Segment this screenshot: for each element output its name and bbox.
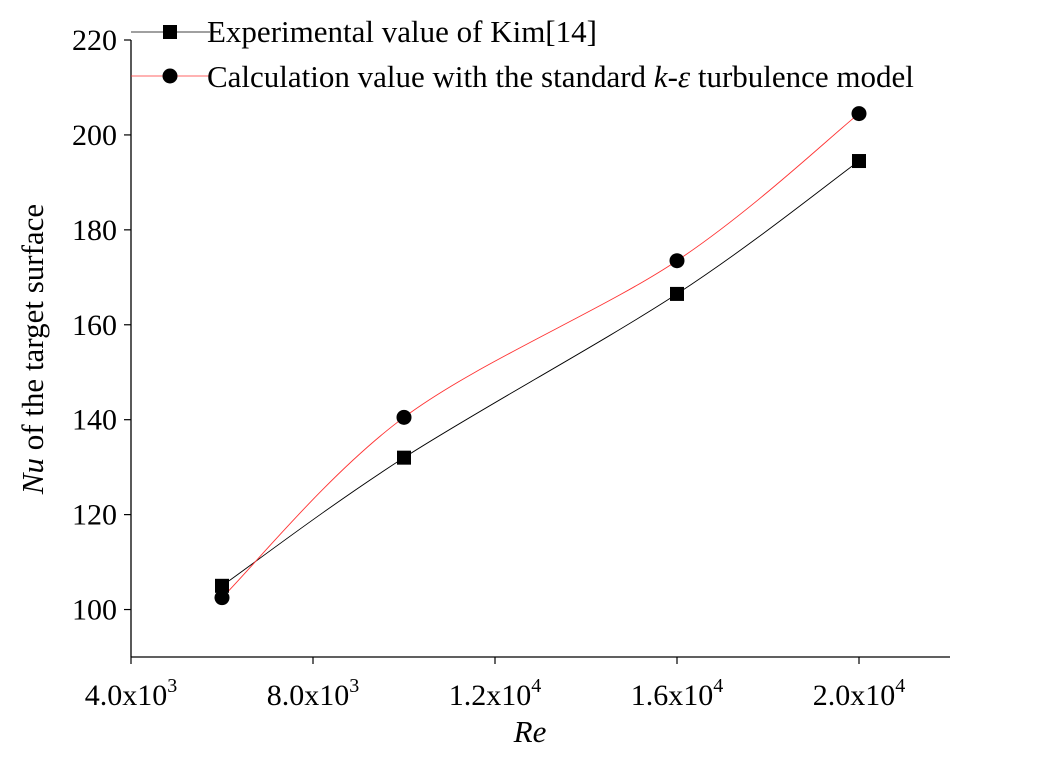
data-point-experimental: [852, 154, 866, 169]
y-axis-title-rest: of the target surface: [15, 204, 50, 458]
x-tick-mantissa: 2.0x10: [813, 679, 896, 712]
y-tick-label: 220: [72, 24, 117, 57]
x-tick-mantissa: 8.0x10: [267, 679, 350, 712]
legend-label-calculation-part2: turbulence model: [690, 59, 914, 94]
legend-label-epsilon-symbol: ε: [678, 59, 691, 94]
legend-entry-experimental: Experimental value of Kim[14]: [131, 14, 597, 49]
data-point-calculation: [396, 409, 412, 425]
x-tick-exponent: 4: [895, 675, 905, 697]
y-tick-label: 160: [72, 309, 117, 342]
series-line-experimental: [221, 160, 860, 587]
series-line-calculation: [221, 113, 860, 598]
data-point-experimental: [670, 286, 684, 301]
series-lines: [221, 113, 860, 598]
x-tick-mantissa: 1.2x10: [449, 679, 532, 712]
data-point-calculation: [669, 253, 685, 269]
y-ticks: 100 120 140 160 180 200 220: [72, 24, 131, 627]
x-axis-title: Re: [513, 714, 547, 749]
data-point-calculation: [214, 590, 230, 606]
x-ticks: 4.0x103 8.0x103 1.2x104 1.6x104 2.0x104: [85, 657, 906, 712]
y-tick-label: 100: [72, 594, 117, 627]
legend-marker-circle: [162, 68, 178, 84]
x-tick-label: 2.0x104: [813, 675, 906, 712]
legend-label-calculation: Calculation value with the standard k-ε …: [207, 59, 914, 94]
data-point-experimental: [215, 578, 229, 593]
legend-marker-square: [163, 25, 177, 39]
legend-label-experimental: Experimental value of Kim[14]: [207, 14, 597, 49]
legend-label-dash: -: [668, 59, 678, 94]
series-markers: [214, 106, 867, 606]
y-tick-label: 140: [72, 404, 117, 437]
x-tick-label: 1.6x104: [631, 675, 724, 712]
series-layer: [214, 106, 867, 606]
x-tick-exponent: 3: [167, 675, 177, 697]
y-tick-label: 200: [72, 119, 117, 152]
x-tick-label: 1.2x104: [449, 675, 542, 712]
y-axis-title: Nu of the target surface: [15, 204, 50, 495]
data-point-experimental: [397, 450, 411, 465]
x-tick-label: 4.0x103: [85, 675, 178, 712]
x-tick-exponent: 4: [713, 675, 723, 697]
y-tick-label: 120: [72, 499, 117, 532]
legend-entry-calculation: Calculation value with the standard k-ε …: [131, 59, 914, 94]
x-tick-exponent: 4: [531, 675, 541, 697]
legend-label-calculation-part1: Calculation value with the standard: [207, 59, 654, 94]
x-tick-label: 8.0x103: [267, 675, 360, 712]
legend-label-k-symbol: k: [654, 59, 669, 94]
x-tick-mantissa: 1.6x10: [631, 679, 714, 712]
data-point-calculation: [851, 106, 867, 122]
legend: Experimental value of Kim[14] Calculatio…: [131, 14, 914, 94]
y-tick-label: 180: [72, 214, 117, 247]
x-tick-exponent: 3: [349, 675, 359, 697]
y-axis-title-variable: Nu: [15, 458, 50, 495]
x-tick-mantissa: 4.0x10: [85, 679, 168, 712]
